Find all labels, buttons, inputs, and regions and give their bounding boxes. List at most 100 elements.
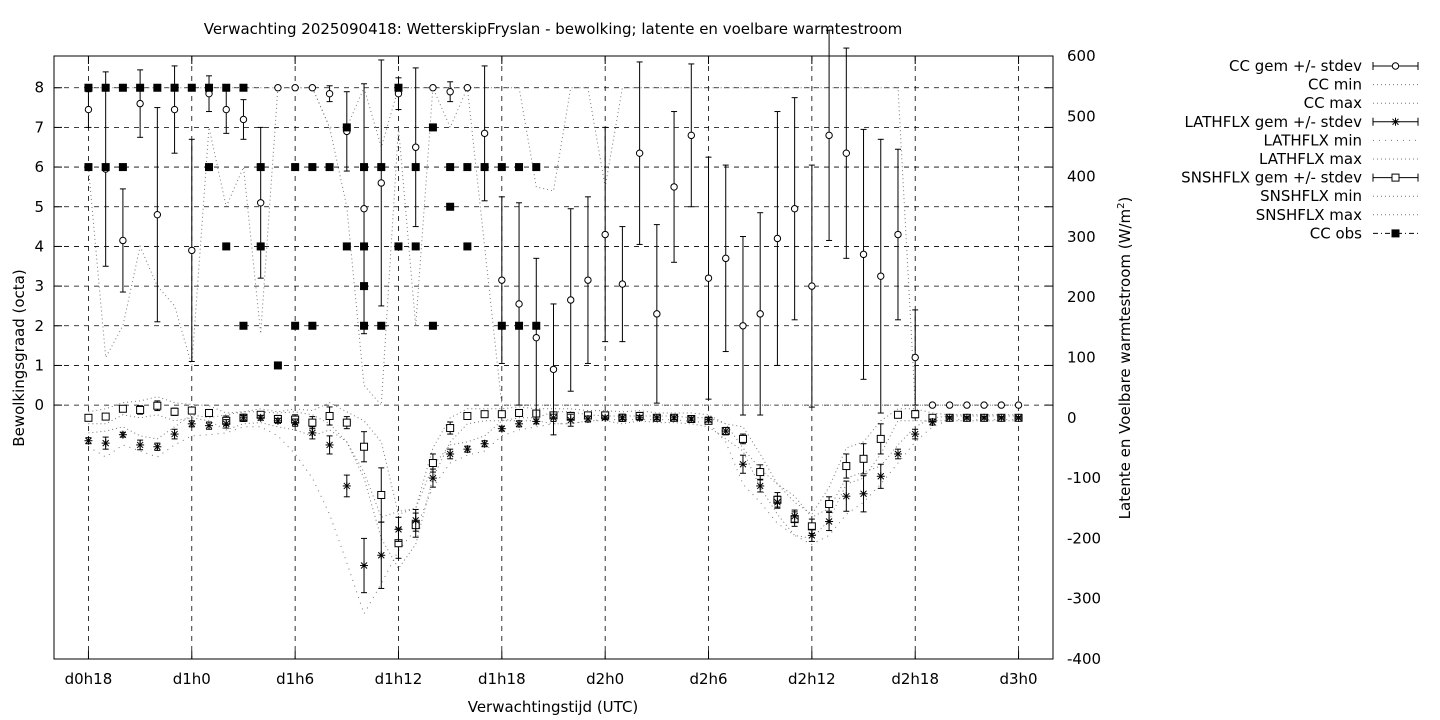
lathflx-mean-point-stroke — [636, 414, 643, 422]
x-tick-label: d1h12 — [375, 670, 423, 688]
y-tick-label: 4 — [34, 237, 44, 255]
lathflx-mean-point-stroke — [136, 441, 144, 449]
cc-mean-point — [429, 84, 437, 92]
lathflx-mean-point — [773, 498, 782, 507]
lathflx-mean-point-stroke — [464, 445, 471, 453]
cc-mean-point — [670, 183, 678, 191]
cc-obs-point — [84, 163, 93, 172]
lathflx-mean-point-stroke — [205, 422, 213, 429]
snshflx-mean-point — [428, 459, 437, 468]
y2-axis-label: Latente en Voelbare warmtestroom (W/m2) — [1116, 197, 1134, 520]
lathflx-mean-point-stroke — [240, 414, 247, 422]
legend-label: LATHFLX min — [1263, 131, 1362, 149]
lathflx-mean-point — [601, 413, 610, 422]
cc-obs-point — [239, 321, 248, 330]
cc-mean-point — [739, 322, 747, 330]
cc-mean-point — [945, 401, 954, 409]
lathflx-mean-point — [704, 415, 713, 424]
y2-tick-label: 600 — [1067, 47, 1096, 65]
snshflx-mean-point — [153, 401, 162, 410]
cc-obs-point — [308, 321, 317, 330]
lathflx-mean-point — [532, 417, 541, 426]
y-tick-label: 7 — [34, 118, 44, 136]
cc-obs-point — [446, 202, 455, 211]
snshflx-mean-point — [308, 418, 317, 427]
y2-tick-label: 100 — [1067, 349, 1096, 367]
lathflx-mean-point-stroke — [309, 429, 316, 437]
x-tick-label: d1h0 — [173, 670, 211, 688]
cc-obs-point — [377, 321, 386, 330]
cc-obs-point — [205, 83, 214, 92]
snshflx-mean-point — [497, 410, 506, 419]
y2-tick-label: -300 — [1067, 590, 1101, 608]
cc-obs-point — [325, 163, 334, 172]
cc-obs-point — [360, 321, 369, 330]
lathflx-mean-point-stroke — [102, 439, 110, 447]
y2-tick-label: 0 — [1067, 409, 1077, 427]
cc-mean-point — [722, 254, 730, 263]
legend-label: LATHFLX max — [1259, 150, 1362, 168]
lathflx-mean-point-stroke — [997, 414, 1005, 422]
x-tick-label: d1h6 — [276, 670, 314, 688]
lathflx-mean-point — [566, 416, 575, 425]
snshflx-mean-point — [859, 454, 868, 463]
legend-label: CC gem +/- stdev — [1229, 57, 1362, 75]
cc-obs-point — [377, 163, 386, 172]
lathflx-mean-point — [687, 415, 696, 424]
cc-obs-point — [101, 163, 110, 172]
lathflx-mean-point — [291, 418, 300, 427]
snshflx-mean-point — [136, 405, 145, 414]
legend-label: SNSHFLX gem +/- stdev — [1181, 169, 1362, 187]
y-tick-label: 8 — [34, 79, 44, 97]
y2-tick-label: 400 — [1067, 168, 1096, 186]
y-tick-label: 5 — [34, 198, 44, 216]
cc-mean-point — [549, 365, 558, 374]
y2-tick-label: -200 — [1067, 529, 1101, 547]
lathflx-mean-point — [428, 474, 437, 483]
cc-mean-point — [170, 105, 179, 114]
y2-tick-label: -400 — [1067, 650, 1101, 668]
legend-label: CC max — [1304, 94, 1363, 112]
cc-mean-point — [498, 276, 506, 284]
legend-marker — [1391, 62, 1400, 70]
lathflx-mean-point-stroke — [619, 414, 626, 422]
chart-title: Verwachting 2025090418: WetterskipFrysla… — [204, 20, 903, 38]
lathflx-mean-point-stroke — [860, 490, 867, 498]
y2-tick-label: 200 — [1067, 288, 1096, 306]
lathflx-mean-point-stroke — [842, 492, 850, 500]
lathflx-mean-point-stroke — [980, 414, 988, 422]
lathflx-mean-point — [515, 419, 524, 428]
lathflx-mean-point-stroke — [222, 420, 230, 428]
cc-obs-point — [394, 83, 403, 92]
lathflx-mean-point-stroke — [808, 532, 816, 539]
cc-mean-point — [584, 276, 592, 284]
lathflx-mean-point-stroke — [515, 420, 523, 428]
x-tick-label: d2h12 — [788, 670, 836, 688]
cc-obs-point — [118, 83, 127, 92]
lathflx-mean-point — [962, 413, 971, 422]
lathflx-mean-point — [807, 531, 816, 540]
lathflx-mean-point-stroke — [722, 427, 730, 435]
legend-label: SNSHFLX min — [1260, 187, 1362, 205]
cc-obs-point — [222, 83, 231, 92]
lathflx-mean-point — [928, 418, 937, 427]
cc-mean-point — [687, 131, 695, 140]
snshflx-mean-point — [876, 434, 885, 443]
lathflx-mean-point — [101, 439, 110, 448]
grid — [54, 56, 1053, 659]
lathflx-mean-point-stroke — [343, 482, 351, 490]
cc-obs-point — [136, 83, 145, 92]
y2-tick-label: 500 — [1067, 107, 1096, 125]
lathflx-mean-point — [980, 413, 989, 422]
y2-axis-label-text: Latente en Voelbare warmtestroom (W/m — [1116, 209, 1134, 519]
lathflx-mean-point-stroke — [877, 472, 885, 480]
cc-obs-point — [532, 163, 541, 172]
cc-obs-point — [463, 163, 472, 172]
cc-mean-point — [222, 105, 230, 114]
legend-marker — [1391, 117, 1400, 126]
cc-mean-point — [256, 199, 265, 207]
cc-mean-point — [136, 99, 144, 108]
lathflx-mean-point — [325, 440, 334, 449]
snshflx-mean-point — [480, 410, 489, 419]
